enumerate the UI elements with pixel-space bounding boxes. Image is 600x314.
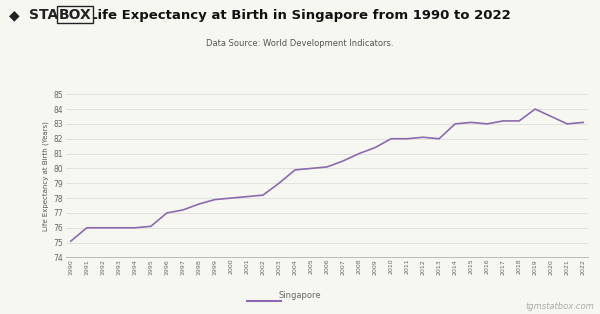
Text: ◆: ◆ [9, 8, 20, 22]
Text: BOX: BOX [59, 8, 92, 22]
Y-axis label: Life Expectancy at Birth (Years): Life Expectancy at Birth (Years) [43, 121, 49, 231]
Text: tgmstatbox.com: tgmstatbox.com [525, 302, 594, 311]
Text: Life Expectancy at Birth in Singapore from 1990 to 2022: Life Expectancy at Birth in Singapore fr… [89, 9, 511, 22]
Text: Singapore: Singapore [278, 291, 322, 300]
Text: STAT: STAT [29, 8, 67, 22]
Text: Data Source: World Development Indicators.: Data Source: World Development Indicator… [206, 39, 394, 48]
